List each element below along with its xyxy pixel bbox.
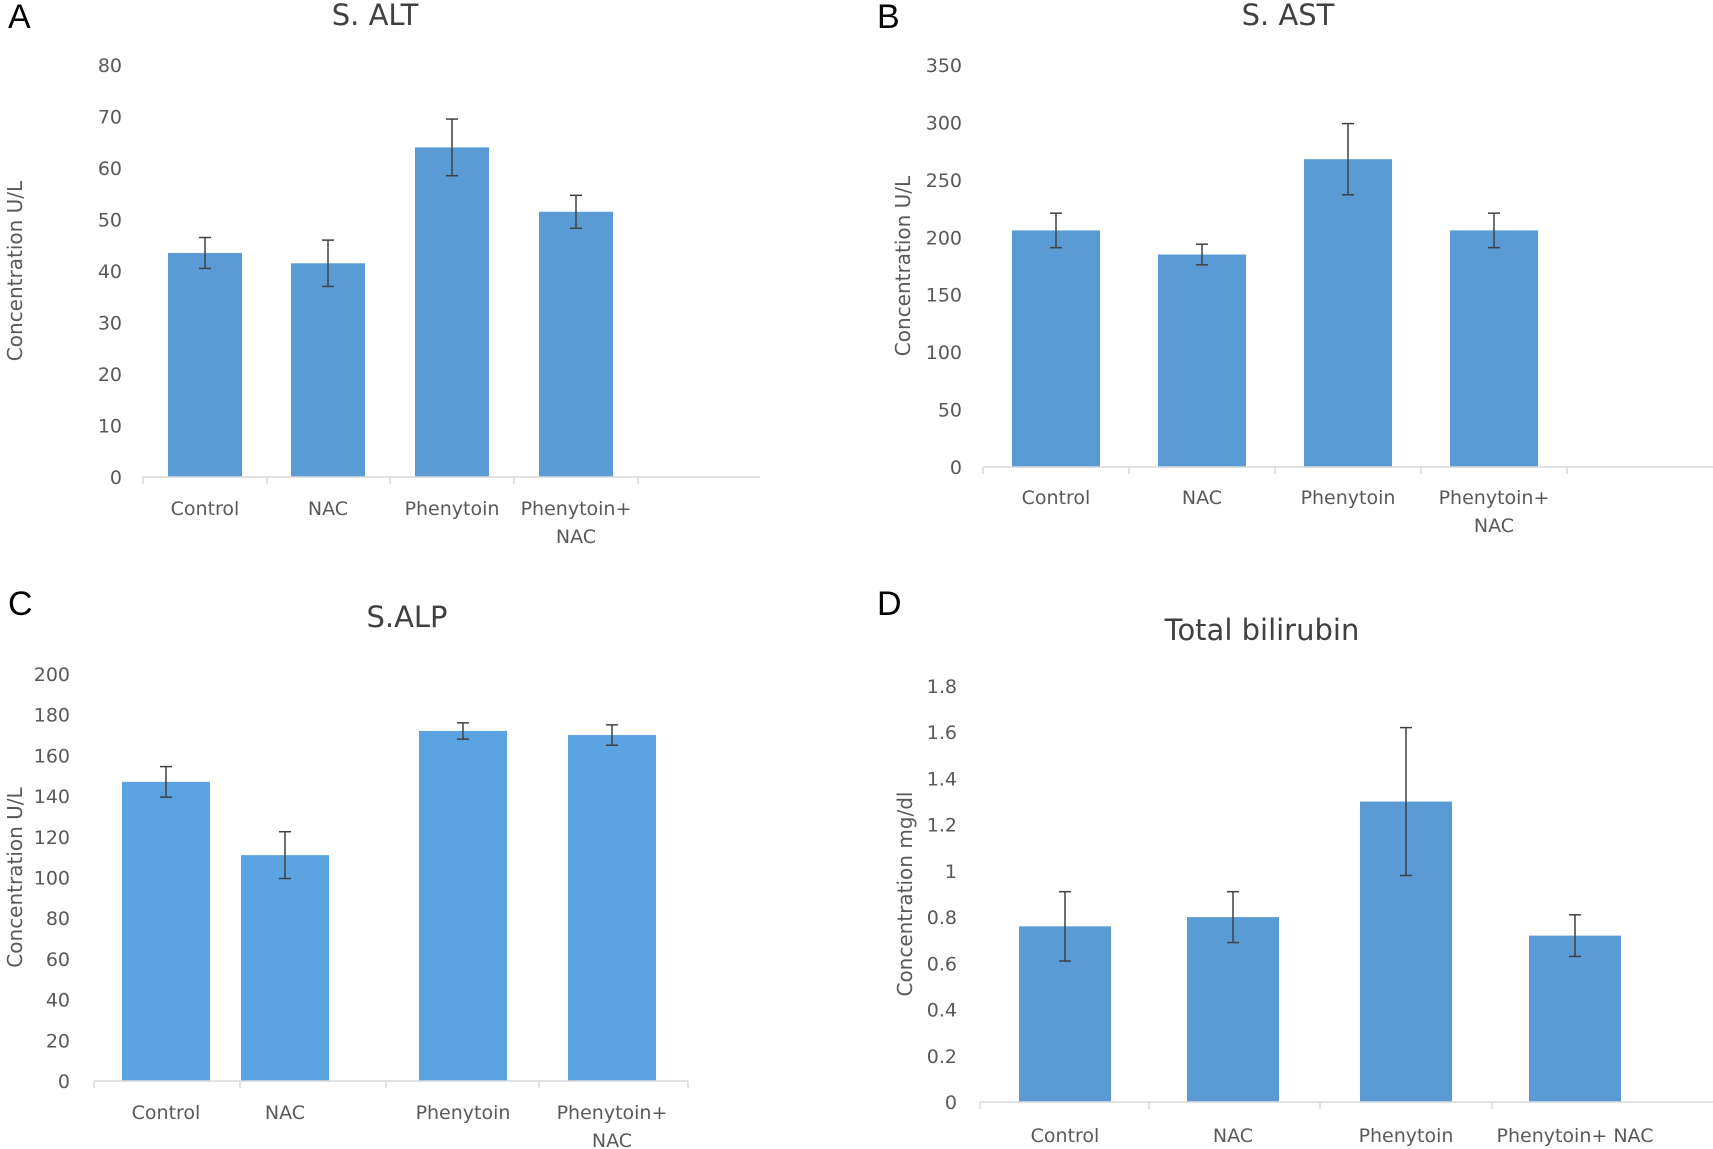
x-tick-label: NAC <box>1182 487 1222 509</box>
chart-title: Total bilirubin <box>1164 613 1360 647</box>
x-tick-label: NAC <box>556 526 596 548</box>
y-tick-label: 50 <box>98 210 122 232</box>
y-tick-label: 150 <box>926 285 962 307</box>
y-tick-label: 1.4 <box>927 768 957 790</box>
y-tick-label: 0.8 <box>927 907 957 929</box>
x-tick-label: Phenytoin <box>1359 1125 1454 1147</box>
bar <box>241 855 329 1081</box>
x-tick-label: Phenytoin+ <box>521 498 632 520</box>
y-tick-label: 350 <box>926 55 962 77</box>
x-tick-label: Phenytoin <box>416 1102 511 1124</box>
y-tick-label: 200 <box>34 664 70 686</box>
x-tick-label: NAC <box>1474 515 1514 537</box>
panel-letter: C <box>8 585 33 623</box>
y-tick-label: 40 <box>46 990 70 1012</box>
x-tick-label: Control <box>171 498 240 520</box>
bar <box>415 147 489 477</box>
bar <box>122 781 210 1081</box>
y-tick-label: 1.2 <box>927 815 957 837</box>
y-tick-label: 50 <box>938 400 962 422</box>
x-tick-label: Phenytoin <box>405 498 500 520</box>
x-tick-label: Phenytoin+ <box>1439 487 1550 509</box>
y-tick-label: 160 <box>34 745 70 767</box>
chart-title: S.ALP <box>366 600 447 634</box>
y-tick-label: 300 <box>926 112 962 134</box>
bar <box>1304 159 1392 467</box>
bar <box>1158 254 1246 467</box>
x-tick-label: Control <box>1031 1125 1100 1147</box>
y-tick-label: 60 <box>46 949 70 971</box>
y-tick-label: 0 <box>110 467 122 489</box>
y-tick-label: 200 <box>926 227 962 249</box>
x-tick-label: NAC <box>1213 1125 1253 1147</box>
y-tick-label: 60 <box>98 158 122 180</box>
y-tick-label: 0.2 <box>927 1046 957 1068</box>
panel-letter: D <box>877 585 902 623</box>
y-tick-label: 180 <box>34 705 70 727</box>
y-tick-label: 1 <box>945 861 957 883</box>
bar <box>1187 917 1279 1102</box>
bar <box>539 211 613 477</box>
bar <box>1012 230 1100 467</box>
y-tick-label: 20 <box>46 1030 70 1052</box>
y-axis-label: Concentration U/L <box>891 175 915 356</box>
bar <box>168 252 242 477</box>
bar <box>1450 230 1538 467</box>
y-tick-label: 70 <box>98 107 122 129</box>
bar <box>419 730 507 1081</box>
y-tick-label: 0 <box>945 1092 957 1114</box>
x-tick-label: Control <box>1022 487 1091 509</box>
panel-letter: B <box>877 0 900 36</box>
y-tick-label: 120 <box>34 827 70 849</box>
y-tick-label: 80 <box>98 55 122 77</box>
y-tick-label: 1.8 <box>927 676 957 698</box>
y-tick-label: 30 <box>98 313 122 335</box>
y-tick-label: 80 <box>46 908 70 930</box>
y-axis-label: Concentration U/L <box>3 786 27 967</box>
y-tick-label: 10 <box>98 416 122 438</box>
y-tick-label: 20 <box>98 364 122 386</box>
x-tick-label: Control <box>132 1102 201 1124</box>
y-tick-label: 0.6 <box>927 953 957 975</box>
y-axis-label: Concentration U/L <box>3 180 27 361</box>
chart-title: S. AST <box>1242 0 1335 32</box>
y-tick-label: 1.6 <box>927 722 957 744</box>
y-axis-label: Concentration mg/dl <box>893 791 917 996</box>
bar <box>291 263 365 477</box>
bar <box>1529 935 1621 1102</box>
y-tick-label: 0 <box>58 1071 70 1093</box>
y-tick-label: 0 <box>950 457 962 479</box>
y-tick-label: 40 <box>98 261 122 283</box>
bar <box>568 735 656 1081</box>
y-tick-label: 140 <box>34 786 70 808</box>
x-tick-label: NAC <box>308 498 348 520</box>
x-tick-label: Phenytoin+ <box>557 1102 668 1124</box>
panel-letter: A <box>8 0 31 36</box>
x-tick-label: Phenytoin+ NAC <box>1497 1125 1654 1147</box>
x-tick-label: Phenytoin <box>1301 487 1396 509</box>
y-tick-label: 0.4 <box>927 1000 957 1022</box>
y-tick-label: 250 <box>926 170 962 192</box>
y-tick-label: 100 <box>34 868 70 890</box>
chart-title: S. ALT <box>332 0 419 32</box>
x-tick-label: NAC <box>592 1130 632 1149</box>
y-tick-label: 100 <box>926 342 962 364</box>
x-tick-label: NAC <box>265 1102 305 1124</box>
